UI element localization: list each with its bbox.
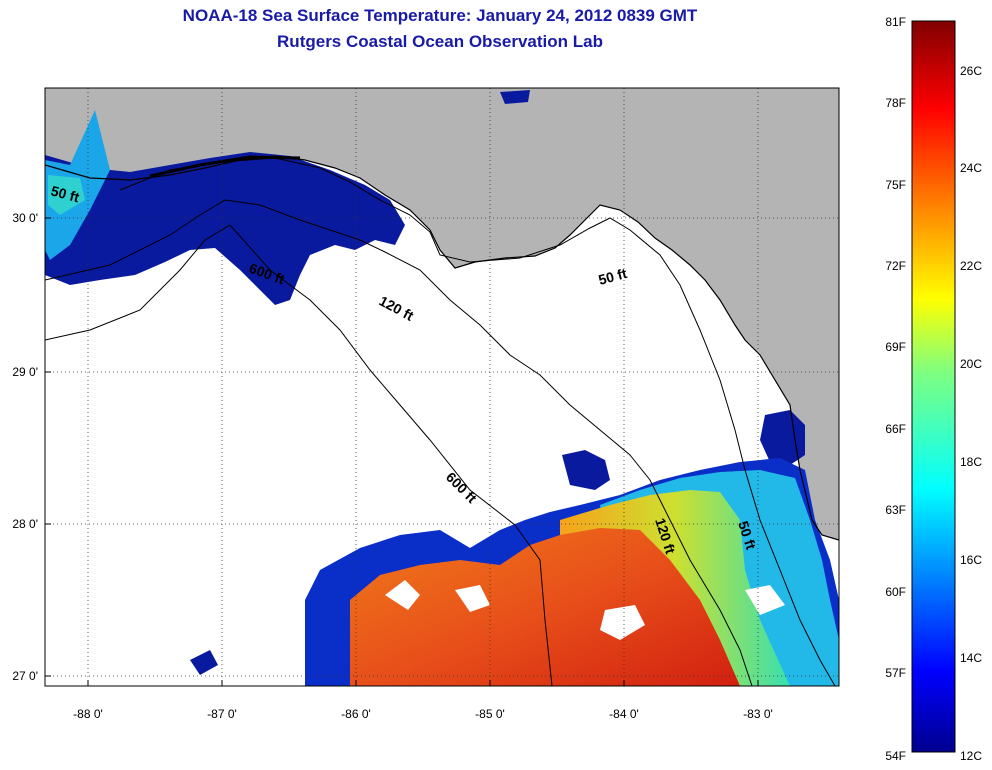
cb-c-label: 22C [960,259,982,273]
map-title: NOAA-18 Sea Surface Temperature: January… [182,6,698,25]
cb-c-label: 18C [960,455,982,469]
cb-c-label: 24C [960,161,982,175]
cb-f-label: 60F [885,585,906,599]
lon-tick-label: -84 0' [609,707,639,721]
cold-speck-1 [190,650,218,675]
cb-f-label: 78F [885,96,906,110]
cb-f-label: 66F [885,422,906,436]
warm-water-south [350,528,740,686]
cb-f-label: 75F [885,178,906,192]
lon-tick-label: -88 0' [73,707,103,721]
cloud-gap-1 [385,580,420,610]
map-subtitle: Rutgers Coastal Ocean Observation Lab [277,32,603,51]
lon-tick-label: -85 0' [475,707,505,721]
cold-speck-2 [500,90,530,104]
cb-c-label: 26C [960,64,982,78]
cb-f-label: 69F [885,340,906,354]
contour-label-50ft-west: 50 ft [49,182,81,205]
lat-tick-label: 28 0' [12,517,38,531]
lon-tick-label: -86 0' [341,707,371,721]
cb-c-label: 14C [960,651,982,665]
cb-c-label: 20C [960,357,982,371]
cloud-gap-2 [455,585,490,612]
plot-frame [44,87,840,687]
colorbar-f-labels: 81F 78F 75F 72F 69F 66F 63F 60F 57F 54F [885,15,906,763]
cb-f-label: 54F [885,749,906,763]
cb-f-label: 81F [885,15,906,29]
cb-f-label: 72F [885,259,906,273]
lat-tick-label: 30 0' [12,211,38,225]
cb-c-label: 16C [960,553,982,567]
coast-highlight [149,155,301,178]
cb-f-label: 57F [885,666,906,680]
cold-water-patch-central [562,450,610,490]
lon-tick-label: -87 0' [207,707,237,721]
tick-marks [45,217,759,686]
cb-f-label: 63F [885,503,906,517]
cold-water-patch-east [760,410,805,465]
teal-patch [48,175,85,215]
lon-tick-label: -83 0' [743,707,773,721]
contour-label-50ft-east: 50 ft [597,265,629,288]
land-mass [45,88,839,540]
lat-tick-label: 29 0' [12,365,38,379]
colorbar-c-labels: 26C 24C 22C 20C 18C 16C 14C 12C [960,64,982,763]
cloud-gap-4 [745,585,785,615]
colorbar [911,20,956,753]
lat-tick-label: 27 0' [12,669,38,683]
cb-c-label: 12C [960,749,982,763]
cloud-gap-3 [600,605,645,640]
graticule [45,88,839,686]
contour-lines [45,157,836,686]
